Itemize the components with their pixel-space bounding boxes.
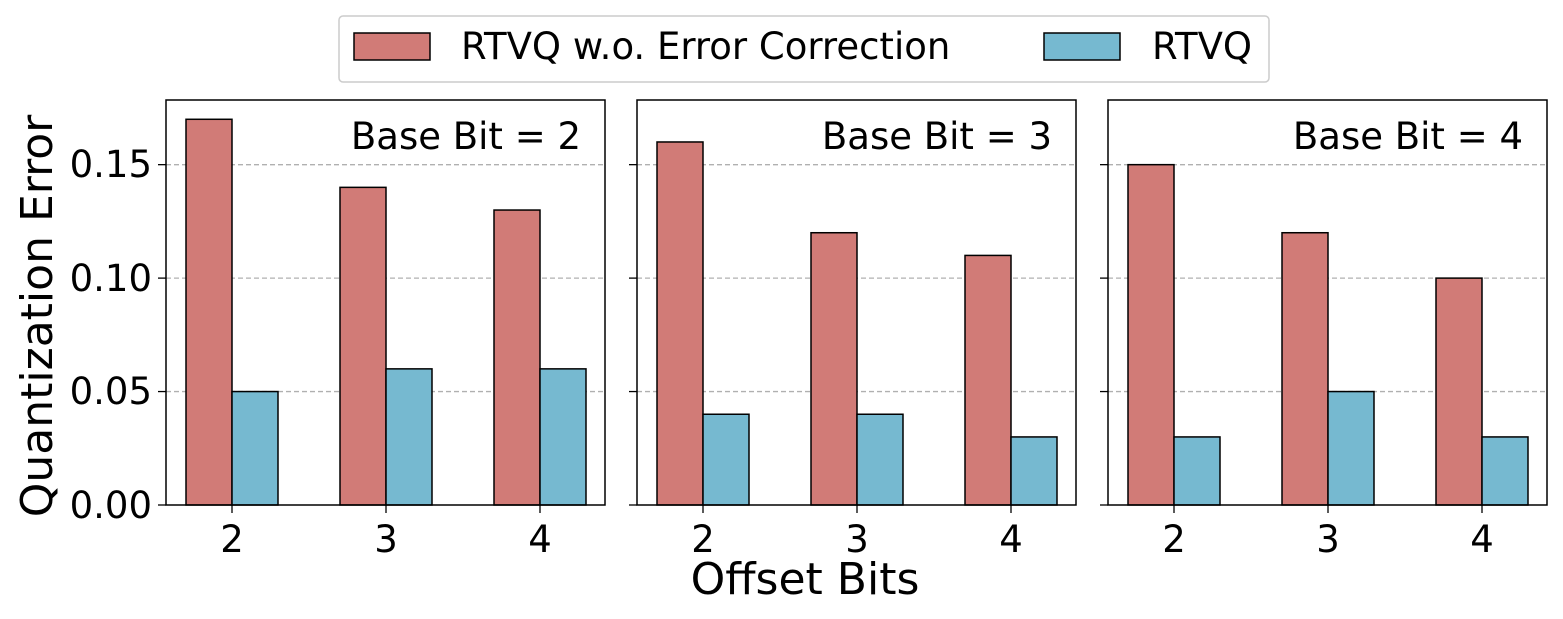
bar-rtvq-wo-error-correction [339,186,387,506]
x-tick-label: 2 [1162,518,1186,561]
bar-rtvq [702,413,750,506]
y-tick-label: 0.05 [70,370,152,413]
x-tick-label: 4 [528,518,552,561]
legend-frame [338,15,1270,83]
tick-marks [629,164,1012,513]
bar-rtvq-wo-error-correction [493,209,541,506]
panel-label: Base Bit = 4 [1293,115,1523,158]
y-tick-label: 0.15 [70,143,152,186]
x-tick-label: 2 [691,518,715,561]
panel-label: Base Bit = 2 [351,115,581,158]
bar-rtvq-wo-error-correction [1127,163,1175,506]
legend-label-rtvq-wo-ec: RTVQ w.o. Error Correction [461,25,950,68]
bar-rtvq-wo-error-correction [1281,231,1329,506]
legend: RTVQ w.o. Error Correction RTVQ [338,15,1270,83]
panel-base-bit-3: Base Bit = 3 2 3 4 [629,99,1077,561]
x-tick-label: 4 [1470,518,1494,561]
x-axis-title: Offset Bits [691,554,920,605]
x-tick-label: 3 [845,518,869,561]
bar-rtvq-wo-error-correction [656,141,704,506]
bar-rtvq [1327,390,1375,506]
bar-rtvq [231,390,279,506]
bar-rtvq [1173,436,1221,506]
tick-marks [1100,164,1483,513]
legend-swatch-rtvq-wo-ec [353,32,431,61]
bar-rtvq-wo-error-correction [1435,277,1483,506]
panel-label: Base Bit = 3 [822,115,1052,158]
bar-rtvq [539,368,587,506]
panel-base-bit-2: Base Bit = 2 2 3 4 [158,99,606,561]
tick-marks [158,164,541,513]
x-tick-label: 4 [999,518,1023,561]
bar-rtvq [385,368,433,506]
panel-base-bit-4: Base Bit = 4 2 3 4 [1100,99,1548,561]
bar-rtvq-wo-error-correction [185,118,233,506]
y-tick-labels: 0.00 0.05 0.10 0.15 [70,143,152,527]
bar-rtvq-wo-error-correction [964,254,1012,506]
x-tick-label: 3 [1316,518,1340,561]
bar-rtvq [1481,436,1529,506]
bars [185,118,587,506]
bars [1127,163,1529,506]
y-tick-label: 0.00 [70,484,152,527]
bar-rtvq [856,413,904,506]
legend-swatch-rtvq [1043,32,1121,61]
bar-rtvq-wo-error-correction [810,231,858,506]
x-tick-label: 3 [374,518,398,561]
x-tick-label: 2 [220,518,244,561]
bar-rtvq [1010,436,1058,506]
legend-label-rtvq: RTVQ [1152,25,1252,68]
y-axis-title: Quantization Error [12,114,63,517]
y-tick-label: 0.10 [70,257,152,300]
bars [656,141,1058,506]
